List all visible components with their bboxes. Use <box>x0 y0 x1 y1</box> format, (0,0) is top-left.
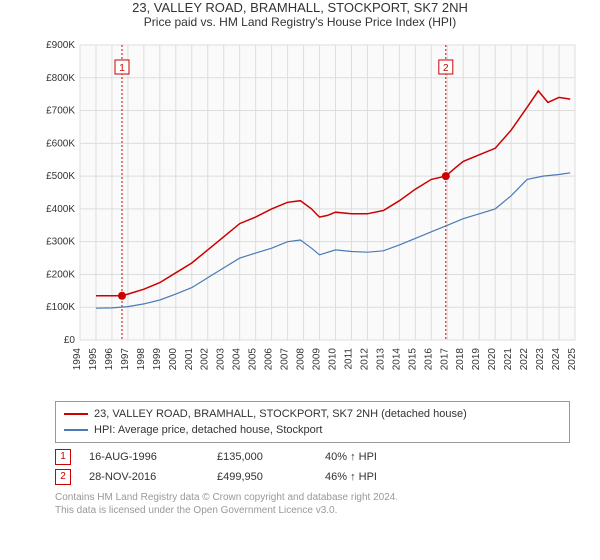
x-tick-label: 2012 <box>359 348 370 371</box>
x-tick-label: 1994 <box>72 348 83 371</box>
x-tick-label: 2000 <box>168 348 179 371</box>
price-chart: £0 £100K £200K £300K £400K £500K £600K £700K £80… <box>30 35 590 395</box>
x-tick-label: 1998 <box>136 348 147 371</box>
x-tick-label: 2003 <box>216 348 227 371</box>
x-tick-label: 2020 <box>487 348 498 371</box>
y-tick-label: £100K <box>46 302 75 313</box>
license-text: Contains HM Land Registry data © Crown c… <box>55 491 570 517</box>
x-tick-label: 2018 <box>455 348 466 371</box>
x-tick-label: 2005 <box>248 348 259 371</box>
x-tick-label: 2010 <box>327 348 338 371</box>
x-tick-label: 2025 <box>567 348 578 371</box>
y-tick-label: £300K <box>46 237 75 248</box>
chart-canvas: £0 £100K £200K £300K £400K £500K £600K £700K £80… <box>30 35 590 395</box>
x-tick-label: 2015 <box>407 348 418 371</box>
event-row: 1 16-AUG-1996 £135,000 40% ↑ HPI <box>55 447 570 467</box>
event-date: 28-NOV-2016 <box>89 467 199 487</box>
event-date: 16-AUG-1996 <box>89 447 199 467</box>
x-tick-label: 1999 <box>152 348 163 371</box>
event-price: £135,000 <box>217 447 307 467</box>
event-delta: 40% ↑ HPI <box>325 447 377 467</box>
x-tick-label: 2011 <box>343 348 354 370</box>
x-tick-label: 1995 <box>88 348 99 371</box>
legend-item: HPI: Average price, detached house, Stoc… <box>64 422 561 438</box>
x-tick-label: 2016 <box>423 348 434 371</box>
x-tick-label: 1996 <box>104 348 115 371</box>
y-tick-label: £800K <box>46 73 75 84</box>
x-tick-label: 2023 <box>535 348 546 371</box>
x-tick-label: 2014 <box>391 348 402 371</box>
event-price: £499,950 <box>217 467 307 487</box>
y-tick-label: £500K <box>46 171 75 182</box>
y-tick-label: £700K <box>46 106 75 117</box>
x-tick-label: 2007 <box>280 348 291 371</box>
x-tick-label: 2021 <box>503 348 514 371</box>
y-tick-label: £600K <box>46 138 75 149</box>
x-tick-label: 2017 <box>439 348 450 371</box>
event-number-box: 2 <box>55 469 71 485</box>
legend-swatch <box>64 429 88 431</box>
x-tick-label: 2001 <box>184 348 195 371</box>
event-number-box: 1 <box>55 449 71 465</box>
legend-item: 23, VALLEY ROAD, BRAMHALL, STOCKPORT, SK… <box>64 406 561 422</box>
event-marker-number: 1 <box>119 63 125 74</box>
event-table: 1 16-AUG-1996 £135,000 40% ↑ HPI 2 28-NOV-201… <box>55 447 570 487</box>
legend-label: HPI: Average price, detached house, Stoc… <box>94 422 323 438</box>
page-subtitle: Price paid vs. HM Land Registry's House … <box>0 15 600 29</box>
x-tick-label: 2013 <box>375 348 386 371</box>
y-tick-label: £900K <box>46 40 75 51</box>
legend-swatch <box>64 413 88 415</box>
y-tick-label: £400K <box>46 204 75 215</box>
x-tick-label: 2008 <box>296 348 307 371</box>
legend-label: 23, VALLEY ROAD, BRAMHALL, STOCKPORT, SK… <box>94 406 467 422</box>
x-tick-label: 2002 <box>200 348 211 371</box>
x-tick-label: 2022 <box>519 348 530 371</box>
x-tick-label: 2004 <box>232 348 243 371</box>
license-line: This data is licensed under the Open Gov… <box>55 504 570 517</box>
x-tick-label: 2024 <box>551 348 562 371</box>
x-tick-label: 2009 <box>312 348 323 371</box>
legend: 23, VALLEY ROAD, BRAMHALL, STOCKPORT, SK… <box>55 401 570 443</box>
x-tick-label: 2006 <box>264 348 275 371</box>
event-marker-number: 2 <box>443 63 449 74</box>
x-tick-label: 1997 <box>120 348 131 371</box>
y-tick-label: £0 <box>64 335 76 346</box>
page-title: 23, VALLEY ROAD, BRAMHALL, STOCKPORT, SK… <box>0 0 600 15</box>
event-row: 2 28-NOV-2016 £499,950 46% ↑ HPI <box>55 467 570 487</box>
x-tick-label: 2019 <box>471 348 482 371</box>
y-tick-label: £200K <box>46 269 75 280</box>
license-line: Contains HM Land Registry data © Crown c… <box>55 491 570 504</box>
event-delta: 46% ↑ HPI <box>325 467 377 487</box>
